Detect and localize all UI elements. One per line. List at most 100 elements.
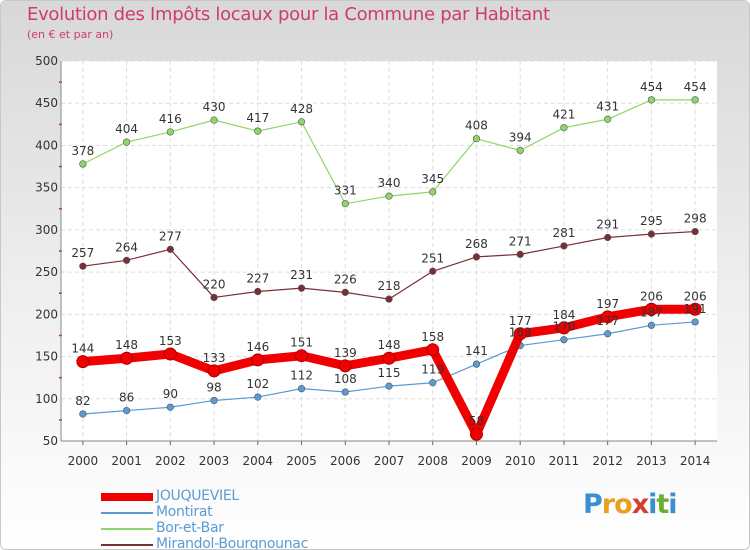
data-point-bor-et-bar (210, 116, 218, 124)
data-label-bor-et-bar: 378 (71, 144, 94, 158)
data-label-bor-et-bar: 404 (115, 122, 138, 136)
data-label-mirandol-bourgnounac: 257 (71, 246, 94, 260)
data-label-montirat: 187 (640, 305, 663, 319)
data-point-mirandol-bourgnounac (166, 245, 174, 253)
data-label-bor-et-bar: 394 (509, 131, 532, 145)
x-tick-label: 2001 (111, 454, 142, 468)
data-point-bor-et-bar (691, 96, 699, 104)
data-point-montirat (385, 382, 393, 390)
logo-letter: i (648, 489, 657, 520)
data-point-mirandol-bourgnounac (429, 267, 437, 275)
data-point-jouqueviel (251, 353, 265, 367)
data-label-mirandol-bourgnounac: 264 (115, 240, 138, 254)
data-label-montirat: 86 (119, 391, 134, 405)
data-point-montirat (297, 385, 306, 393)
y-tick-label: 350 (35, 181, 58, 195)
data-label-mirandol-bourgnounac: 298 (684, 212, 707, 226)
data-label-mirandol-bourgnounac: 227 (246, 272, 269, 286)
data-label-montirat: 90 (163, 387, 178, 401)
data-point-jouqueviel (601, 310, 615, 324)
data-point-mirandol-bourgnounac (560, 242, 568, 250)
data-label-jouqueviel: 206 (684, 289, 707, 303)
data-label-montirat: 115 (378, 366, 401, 380)
data-point-bor-et-bar (166, 128, 174, 136)
data-point-jouqueviel (513, 327, 527, 341)
data-label-bor-et-bar: 430 (203, 100, 226, 114)
x-tick-label: 2007 (374, 454, 405, 468)
logo-letter: P (583, 489, 603, 520)
data-label-bor-et-bar: 454 (640, 80, 663, 94)
data-label-jouqueviel: 158 (421, 330, 444, 344)
legend-label-mirandol-bourgnounac: Mirandol-Bourgnounac (156, 536, 308, 550)
proxiti-logo: Proxiti (583, 489, 678, 520)
data-label-bor-et-bar: 340 (378, 176, 401, 190)
data-label-jouqueviel: 133 (203, 351, 226, 365)
y-tick-label: 250 (35, 265, 58, 279)
data-label-mirandol-bourgnounac: 218 (378, 279, 401, 293)
data-point-mirandol-bourgnounac (210, 293, 218, 302)
data-point-jouqueviel (120, 351, 134, 365)
data-label-mirandol-bourgnounac: 277 (159, 229, 182, 243)
data-label-mirandol-bourgnounac: 268 (465, 237, 488, 251)
data-point-bor-et-bar (385, 192, 393, 200)
data-label-bor-et-bar: 417 (246, 111, 269, 125)
data-label-mirandol-bourgnounac: 220 (203, 277, 226, 291)
data-point-mirandol-bourgnounac (254, 287, 262, 296)
data-point-mirandol-bourgnounac (341, 288, 349, 296)
logo-letter: r (601, 489, 615, 520)
data-point-mirandol-bourgnounac (122, 256, 131, 264)
x-tick-label: 2008 (417, 454, 448, 468)
legend-label-bor-et-bar: Bor-et-Bar (156, 520, 224, 536)
data-label-montirat: 82 (75, 394, 90, 408)
data-label-montirat: 177 (596, 314, 619, 328)
x-tick-label: 2011 (549, 454, 580, 468)
data-label-jouqueviel: 153 (159, 334, 182, 348)
data-label-mirandol-bourgnounac: 251 (421, 251, 444, 265)
data-label-jouqueviel: 184 (552, 308, 575, 322)
data-point-mirandol-bourgnounac (385, 295, 393, 303)
data-label-mirandol-bourgnounac: 281 (552, 226, 575, 240)
data-point-mirandol-bourgnounac (472, 253, 481, 261)
data-point-jouqueviel (207, 364, 221, 378)
data-label-montirat: 119 (421, 363, 444, 377)
data-label-mirandol-bourgnounac: 295 (640, 214, 663, 228)
legend-swatch-montirat (101, 512, 153, 514)
data-point-montirat (79, 410, 87, 418)
x-tick-label: 2009 (461, 454, 492, 468)
data-label-montirat: 108 (334, 372, 357, 386)
data-point-montirat (122, 407, 131, 415)
data-label-jouqueviel: 58 (469, 414, 484, 428)
data-label-bor-et-bar: 428 (290, 102, 313, 116)
data-label-montirat: 170 (552, 320, 575, 334)
data-point-jouqueviel (338, 359, 352, 373)
x-tick-label: 2010 (505, 454, 536, 468)
data-point-bor-et-bar (79, 160, 87, 168)
data-label-bor-et-bar: 331 (334, 184, 357, 198)
data-point-montirat (472, 360, 481, 368)
data-point-bor-et-bar (254, 127, 262, 135)
data-point-bor-et-bar (122, 138, 131, 146)
legend-label-jouqueviel: JOUQUEVIEL (156, 488, 239, 504)
data-point-jouqueviel (644, 302, 658, 316)
data-point-jouqueviel (688, 302, 702, 316)
data-label-montirat: 112 (290, 369, 313, 383)
data-label-jouqueviel: 148 (115, 338, 138, 352)
data-point-montirat (429, 379, 437, 387)
data-point-mirandol-bourgnounac (647, 230, 656, 238)
chart-subtitle: (en € et par an) (27, 28, 114, 41)
data-point-bor-et-bar (297, 118, 306, 126)
data-label-jouqueviel: 206 (640, 289, 663, 303)
data-point-jouqueviel (163, 347, 177, 361)
logo-letter: i (668, 489, 677, 520)
data-point-bor-et-bar (341, 200, 349, 208)
y-tick-label: 400 (35, 138, 58, 152)
data-point-montirat (604, 330, 612, 338)
data-point-mirandol-bourgnounac (604, 233, 612, 242)
data-point-mirandol-bourgnounac (516, 250, 524, 258)
data-point-bor-et-bar (560, 124, 568, 132)
data-point-mirandol-bourgnounac (297, 284, 306, 292)
chart-title: Evolution des Impôts locaux pour la Comm… (27, 4, 550, 25)
data-label-bor-et-bar: 454 (684, 80, 707, 94)
